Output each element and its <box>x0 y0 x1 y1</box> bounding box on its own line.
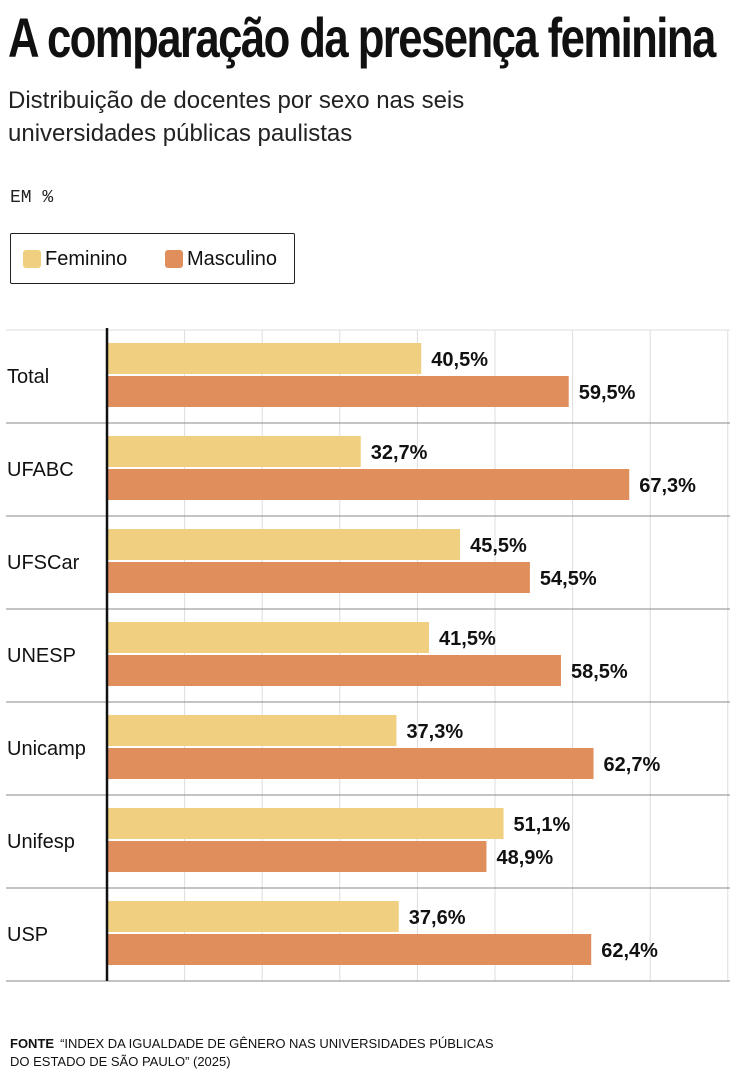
data-label-feminino: 37,3% <box>406 721 463 743</box>
legend-label-masculino: Masculino <box>187 248 278 270</box>
bar-masculino <box>107 469 630 500</box>
category-label: Unifesp <box>7 831 75 853</box>
data-label-feminino: 41,5% <box>439 628 496 650</box>
data-label-masculino: 62,7% <box>604 754 661 776</box>
category-label: UFSCar <box>7 552 80 574</box>
legend-item-feminino: Feminino <box>23 248 127 270</box>
data-label-feminino: 45,5% <box>470 535 527 557</box>
data-label-feminino: 51,1% <box>514 814 571 836</box>
bar-feminino <box>107 343 422 374</box>
category-label: UNESP <box>7 645 76 667</box>
bar-masculino <box>107 562 530 593</box>
data-label-masculino: 67,3% <box>639 475 696 497</box>
legend-label-feminino: Feminino <box>45 248 128 270</box>
legend-swatch-masculino <box>165 250 183 268</box>
data-label-masculino: 54,5% <box>540 568 597 590</box>
chart-title: A comparação da presença feminina <box>8 6 716 69</box>
source-text-line1: “INDEX DA IGUALDADE DE GÊNERO NAS UNIVER… <box>60 1036 494 1051</box>
chart-subtitle: Distribuição de docentes por sexo nas se… <box>8 87 465 147</box>
legend-item-masculino: Masculino <box>165 248 277 270</box>
source-note: FONTE “INDEX DA IGUALDADE DE GÊNERO NAS U… <box>10 1035 494 1071</box>
category-label: Total <box>7 366 49 388</box>
data-label-masculino: 59,5% <box>579 382 636 404</box>
bar-masculino <box>107 655 561 686</box>
data-label-feminino: 37,6% <box>409 907 466 929</box>
data-label-feminino: 32,7% <box>371 442 428 464</box>
category-label: USP <box>7 924 48 946</box>
source-text-line2: DO ESTADO DE SÃO PAULO” (2025) <box>10 1054 231 1069</box>
data-label-masculino: 62,4% <box>601 940 658 962</box>
bar-chart: Total 40,5% 59,5% UFABC 32,7% 67,3% UFSCar 45,5… <box>6 328 730 982</box>
bar-feminino <box>107 715 397 746</box>
legend-swatch-feminino <box>23 250 41 268</box>
data-label-masculino: 48,9% <box>496 847 553 869</box>
data-label-feminino: 40,5% <box>431 349 488 371</box>
bar-feminino <box>107 436 361 467</box>
legend: Feminino Masculino <box>10 233 295 284</box>
bar-masculino <box>107 748 594 779</box>
bar-masculino <box>107 376 569 407</box>
source-label: FONTE <box>10 1036 55 1051</box>
data-label-masculino: 58,5% <box>571 661 628 683</box>
bar-feminino <box>107 622 430 653</box>
bar-feminino <box>107 529 461 560</box>
bar-masculino <box>107 934 592 965</box>
unit-label: EM % <box>10 188 54 208</box>
bar-feminino <box>107 808 504 839</box>
bar-feminino <box>107 901 399 932</box>
bar-masculino <box>107 841 487 872</box>
category-label: UFABC <box>7 459 74 481</box>
category-label: Unicamp <box>7 738 86 760</box>
